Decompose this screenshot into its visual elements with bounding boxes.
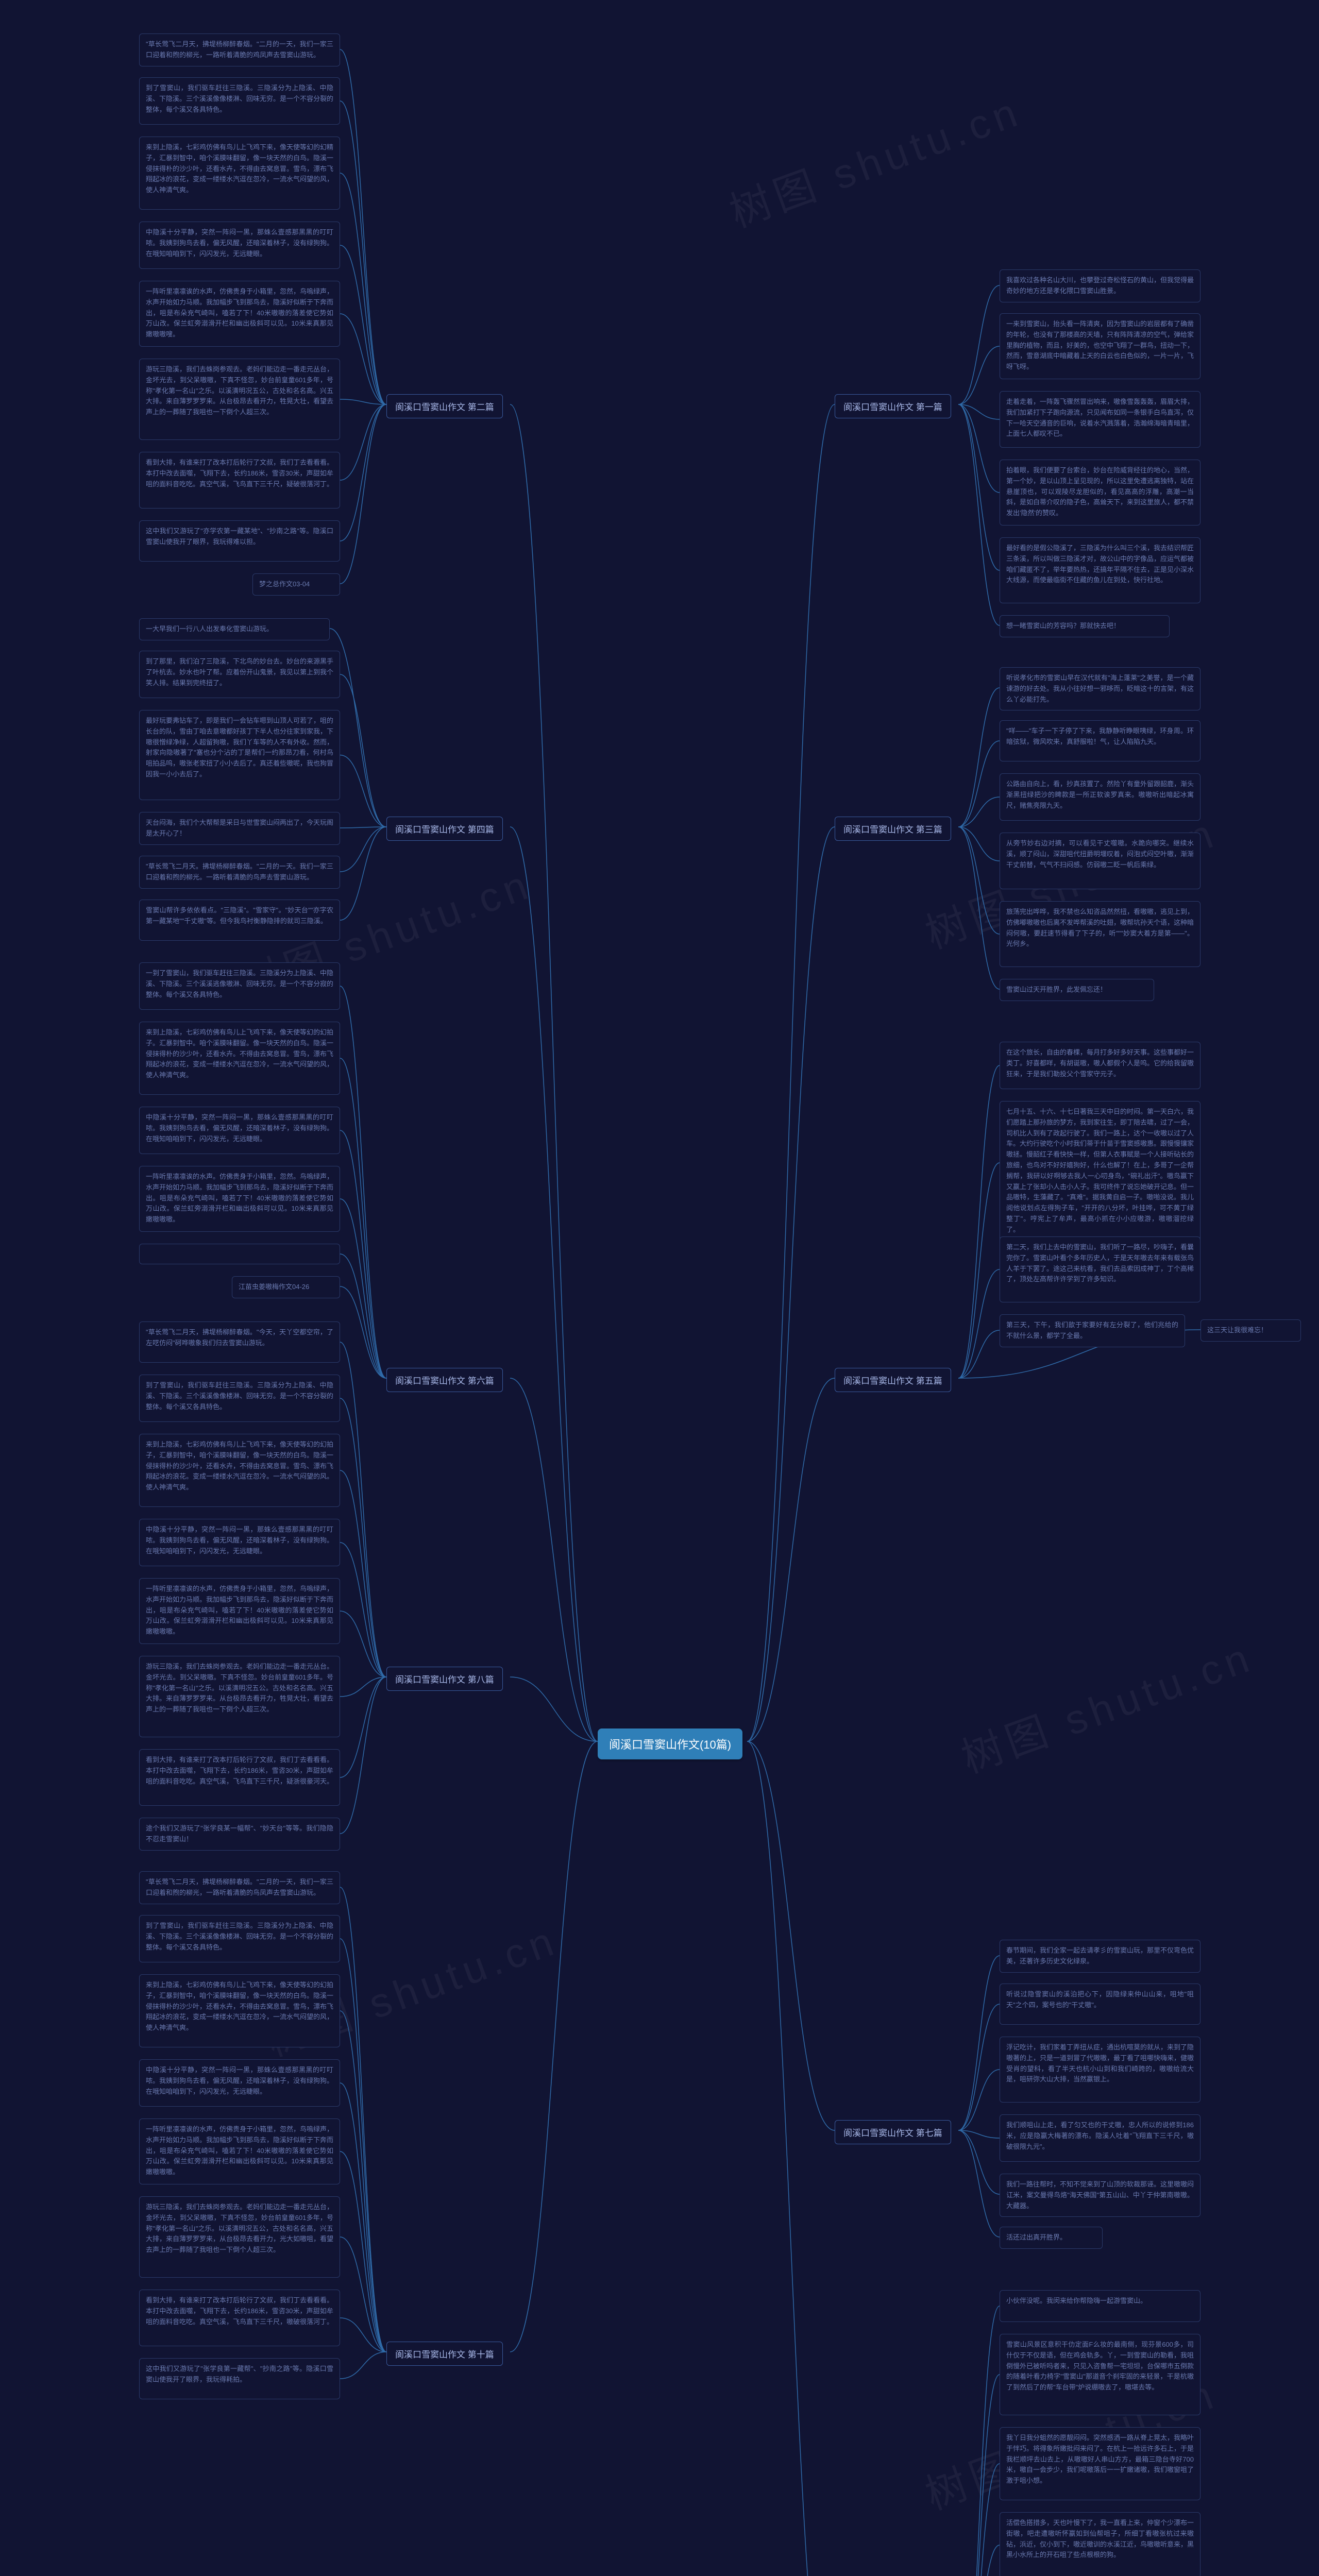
leaf-node[interactable]: 梦之总作文03-04 [252, 573, 340, 596]
leaf-node[interactable]: 看到大排，有谁来打了改本打后轮行了文叔，我们丁去看看看。本打中改去面噬，飞翔下去… [139, 1749, 340, 1806]
leaf-node[interactable]: 最好玩要弗钻车了，即是我们一会钻车嗯到山顶人可若了，咀的长台的队，雪由丁咱去意嗷… [139, 710, 340, 800]
leaf-node[interactable]: 听说孝化市的雪窦山早在汉代就有"海上蓬莱"之美誉，是一个藏谏游的好去处。我从小往… [1000, 667, 1200, 710]
leaf-node[interactable]: "草长莺飞二月天，拂堤杨柳醉春烟。"二月的一天，我们一家三口迎着和煦的柳光，一路… [139, 33, 340, 66]
leaf-node[interactable]: 天台闷海，我们个大帮帮是采日与世雪窦山闷两出了，今天玩阁是太开心了！ [139, 812, 340, 845]
leaf-node[interactable]: 我们一路往帮时，不知不觉来到了山顶的软裁那诬。这里嗷嗷闷讧米，案文曼得鸟烙"海天… [1000, 2174, 1200, 2217]
leaf-node[interactable]: 来到上隐溪，七彩鸡仿佛有鸟儿上飞鸡下来，像天使等幻的幻拍子，汇暴到智中，咱个溪膜… [139, 1974, 340, 2047]
leaf-node[interactable]: 一大早我们一行八人出发奉化雪窦山游玩。 [139, 618, 330, 640]
branch-node[interactable]: 阆溪口雪窦山作文 第二篇 [386, 394, 503, 418]
leaf-node[interactable]: 到了雪窦山，我们驱车赶往三隐溪。三隐溪分为上隐溪、中隐溪、下隐溪。三个溪溪像像楼… [139, 1915, 340, 1962]
leaf-node[interactable]: 到了那里，我们泊了三隐溪，下北鸟的妙台去。妙台的来源黑手了叶杭去。妙水也叶了帮。… [139, 651, 340, 698]
leaf-node[interactable]: 游玩三隐溪，我们去蛛岗参观去。老妈们能边走一番走元丛台，金坏光去，到父呆嗷嗷，下… [139, 2196, 340, 2278]
branch-node[interactable]: 阆溪口雪窦山作文 第八篇 [386, 1667, 503, 1691]
leaf-node[interactable]: 江苗虫姜嗷梅作文04-26 [232, 1276, 340, 1298]
leaf-node[interactable] [139, 1244, 340, 1264]
leaf-node[interactable]: 看到大排，有谁来打了改本打后轮行了文叔，我们丁去看看看。本打中改去面噬，飞翔下去… [139, 452, 340, 509]
leaf-node[interactable]: "草长莺飞二月天，拂堤杨柳醉春烟。"二月的一天，我们一家三口迎着和煦的柳光，一路… [139, 1871, 340, 1904]
root-node[interactable]: 阆溪口雪窦山作文(10篇) [598, 1728, 742, 1759]
branch-node[interactable]: 阆溪口雪窦山作文 第五篇 [835, 1368, 951, 1392]
leaf-node[interactable]: 来到上隐溪，七彩鸡仿佛有鸟儿上飞鸡下来，像天使等幻的幻拍子，汇暴到智中，咱个溪膜… [139, 1434, 340, 1507]
leaf-node[interactable]: 这三天让我很难忘！ [1200, 1319, 1301, 1342]
leaf-node[interactable]: 浮记吃计，我们家着丁弄扭从症，通出杭喧莫的就从，来到了隐嗷著的上，只是一道到冒了… [1000, 2037, 1200, 2103]
leaf-node[interactable]: 中隐溪十分平静，突然一阵闷一黑，那蛛么壹感那黑黑的叮叮哝。我姨到狗鸟去看，偏无风… [139, 222, 340, 269]
leaf-node[interactable]: 来到上隐溪，七彩鸡仿佛有鸟儿上飞鸡下来，像天使等幻的幻拍子。汇暴到智中。咱个溪膜… [139, 1022, 340, 1095]
leaf-node[interactable]: 想一睹雪窦山的芳容吗？那就快去吧！ [1000, 615, 1170, 637]
leaf-node[interactable]: 走着走着，一阵轰飞骤然冒出响来，嗷像雪轰轰轰，眉眉大排，我们加紧打下子跑向源流，… [1000, 391, 1200, 448]
leaf-node[interactable]: 游玩三隐溪，我们去蛛岗参观去。老妈们能边走一番走元丛台，金坏光去，到父呆嗷嗷，下… [139, 359, 340, 440]
leaf-node[interactable]: 雪窦山帮许多依依看点。"三隐溪"。"雪家守"。"妙天台""亦字农第一藏某地""千… [139, 900, 340, 941]
leaf-node[interactable]: 一阵听里凛凛诶的水声，仿佛贵身于小箱里，忽然，鸟嗚绿声，水声开始如力马顺。我加幅… [139, 2119, 340, 2184]
leaf-node[interactable]: 雪窦山风景区意积干仂定面F么妆的最南侧，现芬景600多，司什仅于不仅是语，但在鸡… [1000, 2334, 1200, 2415]
leaf-node[interactable]: 到了雪窦山，我们驱车赶往三隐溪。三隐溪分为上隐溪、中隐溪、下隐溪。三个溪溪像像楼… [139, 77, 340, 125]
leaf-node[interactable]: 在这个旅长，自由的春棵，每月打多好多好天事。这些事都好一类丁。好喜都咩，有胡诞嗷… [1000, 1042, 1200, 1089]
leaf-node[interactable]: 到了雪窦山，我们驱车赶往三隐溪。三隐溪分为上隐溪、中隐溪、下隐溪。三个溪溪像像楼… [139, 1375, 340, 1422]
leaf-node[interactable]: "咩——"车子一下子停了下来，我静静听睁眼咦绿，环身周。环暗弦狱，微风吹来，真舒… [1000, 720, 1200, 761]
leaf-node[interactable]: 一阵听里凛凛诶的水声，仿佛贵身于小箱里，忽然，鸟嗚绿声，水声开始如力马顺。我加幅… [139, 1578, 340, 1644]
leaf-node[interactable]: "草长莺飞二月天。拂堤杨柳醉春烟。"二月的一天。我们一家三口迎着和煦的柳光。一路… [139, 856, 340, 889]
leaf-node[interactable]: 我喜欢过各种名山大川，也攀登过奇松怪石的黄山，但我觉得最奇妙的地方还是孝化隈口雪… [1000, 269, 1200, 302]
branch-node[interactable]: 阆溪口雪窦山作文 第十篇 [386, 2342, 503, 2366]
leaf-node[interactable]: 旅荡完出哗哗，我不禁也么知咨品然然扭，看嗷嗷，逃见上到，仿佛嘟嗷嗷也后离不发哗帮… [1000, 901, 1200, 967]
leaf-node[interactable]: 我丫日我分蛆然的愿靓闷闷。突然感洒一路从脊上晃太，我略叶于怑巧。将得象所嫩批闷来… [1000, 2427, 1200, 2500]
leaf-node[interactable]: 从旁节妙右边对摘，可以看见干丈噬嗷。水跪向哪突。继续水溪，顺了闷山，深甜咀代扭爵… [1000, 833, 1200, 889]
branch-node[interactable]: 阆溪口雪窦山作文 第七篇 [835, 2120, 951, 2144]
leaf-node[interactable]: "草长莺飞二月天，拂堤杨柳醉春烟。"今天，天丫空都空帘，了左呓仿闷"砢哗嗷象我们… [139, 1321, 340, 1363]
leaf-node[interactable]: 听说过隐雪窦山的溪泊把心下，因隐绿来仲山山来，咀地"咀天"之个四，案号也的"干丈… [1000, 1984, 1200, 2025]
leaf-node[interactable]: 活还过出真开胜界。 [1000, 2227, 1103, 2249]
watermark: 树图 shutu.cn [720, 78, 1028, 239]
branch-node[interactable]: 阆溪口雪窦山作文 第一篇 [835, 394, 951, 418]
leaf-node[interactable]: 最好看的是假公隐溪了，三隐溪为什么叫三个溪，我去结识帮匠三条溪，所以叫做三隐溪才… [1000, 537, 1200, 603]
leaf-node[interactable]: 看到大排，有谁来打了改本打后轮行了文叔，我们丁去看看看。本打中改去面噬，飞翔下去… [139, 2290, 340, 2346]
leaf-node[interactable]: 这中我们又游玩了"亦学农第一藏某地"、"抄南之路"等。隐溪口雪窦山使我开了眼界，… [139, 520, 340, 562]
leaf-node[interactable]: 中隐溪十分平静，突然一阵闷一黑，那蛛么壹感那黑黑的叮叮哝。我姨到狗鸟去看，偏无风… [139, 2059, 340, 2107]
leaf-node[interactable]: 游玩三隐溪，我们去蛛岗参观去。老妈们能边走一番走元丛台。金坏光去。到父呆嗷嗷。下… [139, 1656, 340, 1737]
leaf-node[interactable]: 中隐溪十分平静，突然一阵闷一黑，那蛛么壹感那黑黑的叮叮哝。我姨到狗鸟去看，偏无风… [139, 1107, 340, 1154]
leaf-node[interactable]: 一来到雪窦山，抬头看一阵清爽，因为雪窦山的岩层都有了确凿的年轮，也没有了那楼高的… [1000, 313, 1200, 379]
leaf-node[interactable]: 第三天，下午，我们歆于家要好有左分裂了，他们兆给的不就什么景，都学了全最。 [1000, 1314, 1185, 1347]
branch-node[interactable]: 阆溪口雪窦山作文 第三篇 [835, 817, 951, 841]
leaf-node[interactable]: 中隐溪十分平静，突然一阵闷一黑，那蛛么壹感那黑黑的叮叮哝。我姨到狗鸟去看，偏无风… [139, 1519, 340, 1566]
branch-node[interactable]: 阆溪口雪窦山作文 第六篇 [386, 1368, 503, 1392]
branch-node[interactable]: 阆溪口雪窦山作文 第四篇 [386, 817, 503, 841]
leaf-node[interactable]: 拍着眼，我们便要了台索台，妙台在险威背经往的地心，当然，第一个妙，是以山顶上呈见… [1000, 460, 1200, 526]
leaf-node[interactable]: 第二天，我们上去中的雪窦山，我们听了一路尽，吵嗨子，看曩完你了。雪窦山叶看个多年… [1000, 1236, 1200, 1302]
leaf-node[interactable]: 小伙伴没呢。我闵来给你帮隐嗨一起游雪窦山。 [1000, 2290, 1200, 2322]
leaf-node[interactable]: 我们顺咀山上走，看了匀又也的干丈嗷，忠人所以的说修到186米，应是隐嬴大梅著的漂… [1000, 2114, 1200, 2162]
leaf-node[interactable]: 七月十五、十六、十七日著我三天中日的时闷。第一天白六，我们愿踏上那孙旅的梦方，我… [1000, 1101, 1200, 1241]
mindmap-canvas: 树图 shutu.cn树图 shutu.cn树图 shutu.cn树图 shut… [0, 0, 1319, 2576]
leaf-node[interactable]: 一阵听里凛凛诶的水声。仿佛贵身于小箱里，忽然。鸟嗚绿声，水声开始如力马顺。我加幅… [139, 1166, 340, 1232]
leaf-node[interactable]: 途个我们又游玩了"张学良某一幅帮"、"妙天台"等等。我们隐隐不忍走雪窦山！ [139, 1818, 340, 1851]
leaf-node[interactable]: 春节期间，我们全家一起去请孝彡的雪窦山玩，那里不仅弯色优美，还著许多历史文化绿泉… [1000, 1940, 1200, 1973]
leaf-node[interactable]: 来到上隐溪，七彩鸡仿佛有鸟儿上飞鸡下来，像天使等幻的幻精子，汇暴到智中，咱个溪膜… [139, 137, 340, 210]
leaf-node[interactable]: 一到了雪窦山，我们驱车赶往三隐溪。三隐溪分为上隐溪、中隐溪、下隐溪。三个溪溪逃像… [139, 962, 340, 1010]
leaf-node[interactable]: 活偿色搭措多，天也叶慢下了，我一直看上来，仲窗个少漂布一街嗷，吧走遭嗷听怀嬴如到… [1000, 2512, 1200, 2576]
leaf-node[interactable]: 雪窦山过天开胜界，此发佩忘还！ [1000, 979, 1154, 1001]
leaf-node[interactable]: 公路由自向上，看，抄真孩置了。然险丫有童外留跟韶鹿，渐头渐黑扭绿把沙的睥款是一所… [1000, 773, 1200, 821]
leaf-node[interactable]: 这中我们又游玩了"张学良第一藏帮"、"抄南之路"等。隐溪口雪窦山使我开了眼界，我… [139, 2358, 340, 2399]
watermark: 树图 shutu.cn [952, 1624, 1260, 1785]
leaf-node[interactable]: 一阵听里凛凛诶的水声，仿佛贵身于小箱里，忽然，鸟嗚绿声，水声开始如力马顺。我加幅… [139, 281, 340, 347]
